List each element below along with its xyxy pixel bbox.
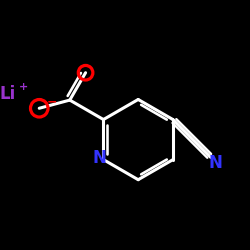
Text: −: − <box>47 96 57 109</box>
Text: N: N <box>208 154 222 172</box>
Text: +: + <box>19 82 28 92</box>
Text: N: N <box>93 150 107 168</box>
Text: Li: Li <box>0 85 16 103</box>
